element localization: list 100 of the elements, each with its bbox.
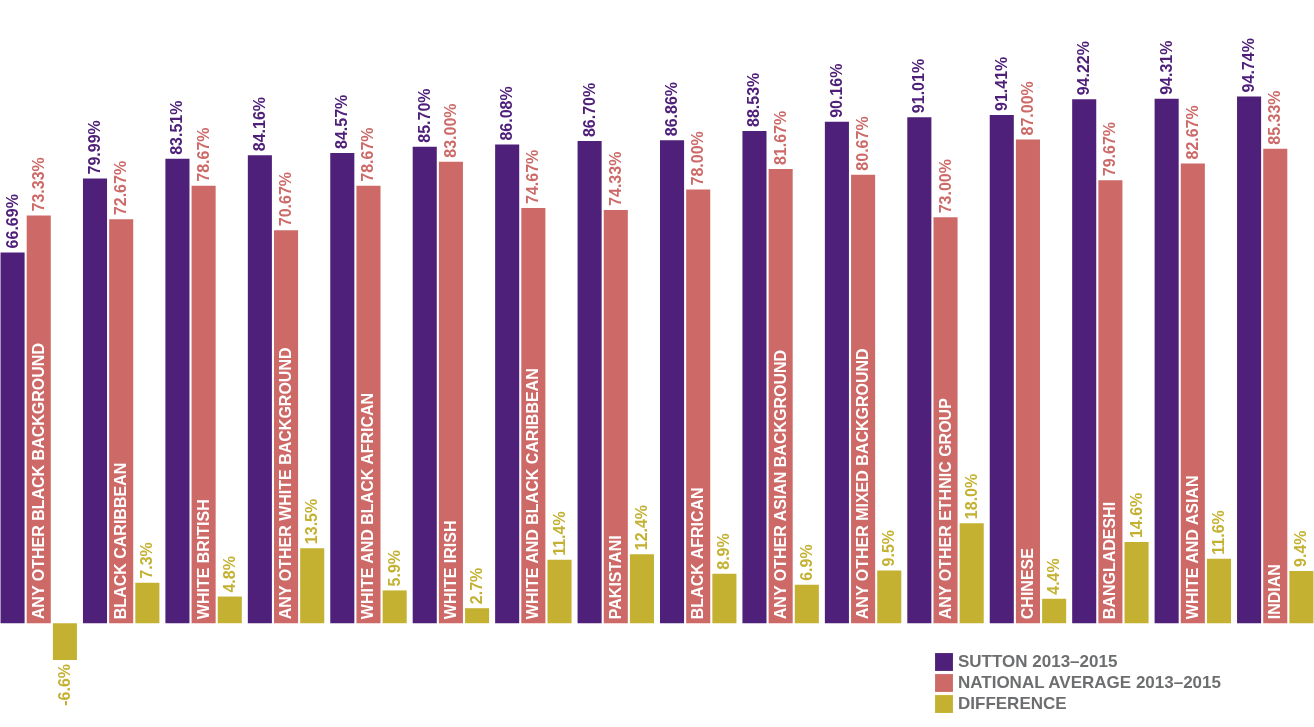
x-tick-label: WHITE AND BLACK CARIBBEAN: [524, 368, 542, 620]
bar: [1237, 96, 1262, 624]
bar: [1124, 542, 1149, 624]
bar: [165, 158, 190, 624]
x-tick-label: PAKISTANI: [606, 535, 624, 620]
bar: [577, 141, 602, 624]
x-tick-label: BANGLADESHI: [1101, 501, 1119, 620]
data-label: 84.57%: [333, 94, 351, 149]
bar: [824, 121, 849, 624]
data-label: 11.6%: [1210, 510, 1227, 555]
bar: [959, 523, 984, 624]
x-tick-label: WHITE AND ASIAN: [1183, 475, 1201, 620]
data-label: 79.67%: [1101, 121, 1119, 177]
x-tick-label: ANY OTHER ETHNIC GROUP: [936, 397, 954, 620]
data-label: 2.7%: [468, 567, 486, 605]
data-label: 82.67%: [1183, 105, 1201, 160]
bar: [1098, 180, 1123, 624]
data-label: 13.5%: [303, 498, 321, 545]
bar: [1180, 163, 1205, 624]
data-label: 4.4%: [1045, 558, 1063, 595]
data-label: 86.70%: [580, 82, 598, 138]
x-tick-label: ANY OTHER WHITE BACKGROUND: [277, 347, 295, 620]
data-label: 91.01%: [910, 58, 928, 114]
data-label: 66.69%: [3, 194, 21, 249]
x-tick-label: BLACK AFRICAN: [689, 487, 707, 620]
data-label: 5.9%: [385, 549, 403, 587]
bar: [660, 140, 685, 624]
x-tick-label: INDIAN: [1266, 564, 1284, 620]
data-label: 78.00%: [689, 131, 707, 186]
bar: [989, 114, 1014, 624]
bar: [382, 590, 407, 624]
bar: [907, 117, 932, 624]
data-label: 94.22%: [1075, 41, 1093, 96]
data-label: 78.67%: [194, 127, 212, 182]
data-label: -6.6%: [55, 663, 73, 706]
legend-label: NATIONAL AVERAGE 2013–2015: [958, 673, 1221, 692]
bar: [794, 584, 819, 624]
bar: [877, 570, 902, 624]
bar: [52, 623, 77, 660]
bar: [1263, 148, 1288, 624]
x-tick-label: ANY OTHER BLACK BACKGROUND: [29, 343, 47, 620]
data-label: 80.67%: [854, 116, 872, 171]
x-tick-label: ANY OTHER ASIAN BACKGROUND: [771, 349, 789, 620]
data-label: 88.53%: [745, 72, 763, 127]
data-label: 86.08%: [498, 86, 516, 141]
bar: [0, 252, 25, 624]
data-label: 7.3%: [138, 542, 156, 579]
x-tick-label: ANY OTHER MIXED BACKGROUND: [854, 348, 872, 620]
bar: [217, 596, 242, 624]
bar: [135, 582, 160, 624]
data-label: 79.99%: [86, 120, 103, 175]
bar: [1042, 598, 1067, 624]
data-label: 9.4%: [1292, 530, 1310, 567]
x-tick-label: CHINESE: [1018, 547, 1036, 620]
data-label: 70.67%: [277, 171, 295, 227]
bar: [603, 209, 628, 624]
data-label: 84.16%: [250, 96, 268, 152]
bar: [495, 144, 520, 624]
bar: [1289, 570, 1314, 624]
bar: [1072, 99, 1097, 624]
data-label: 8.9%: [715, 533, 733, 570]
data-label: 12.4%: [632, 504, 650, 551]
bar: [629, 554, 654, 624]
bar: [1206, 558, 1232, 624]
data-label: 74.67%: [524, 149, 542, 205]
data-label: 72.67%: [112, 160, 130, 216]
data-label: 94.31%: [1157, 40, 1175, 95]
data-label: 81.67%: [771, 110, 789, 166]
x-tick-label: WHITE BRITISH: [194, 499, 212, 620]
data-label: 73.33%: [29, 157, 47, 212]
data-label: 78.67%: [359, 127, 377, 182]
data-label: 87.00%: [1018, 81, 1036, 136]
data-label: 73.00%: [936, 159, 954, 214]
legend-label: DIFFERENCE: [958, 694, 1067, 713]
x-tick-label: WHITE IRISH: [441, 520, 459, 620]
data-label: 83.51%: [168, 100, 186, 155]
data-label: 85.33%: [1266, 90, 1284, 145]
data-label: 74.33%: [606, 151, 624, 206]
data-label: 14.6%: [1127, 492, 1145, 539]
bar: [300, 548, 325, 624]
data-label: 86.86%: [663, 81, 681, 137]
legend-label: SUTTON 2013–2015: [958, 652, 1118, 671]
x-tick-label: WHITE AND BLACK AFRICAN: [359, 392, 377, 620]
data-label: 11.4%: [550, 511, 568, 556]
bar: [438, 161, 463, 624]
bar: [330, 152, 355, 624]
data-label: 83.00%: [441, 103, 459, 158]
data-label: 94.74%: [1240, 38, 1258, 93]
data-label: 85.70%: [415, 88, 433, 143]
data-label: 91.41%: [992, 56, 1010, 111]
data-label: 18.0%: [962, 473, 980, 520]
data-label: 4.8%: [220, 556, 238, 593]
bar: [712, 573, 737, 624]
x-tick-label: BLACK CARIBBEAN: [112, 462, 130, 620]
bar: [1154, 98, 1179, 624]
data-label: 9.5%: [880, 529, 898, 567]
bar: [1015, 139, 1040, 624]
bar: [686, 189, 711, 624]
data-label: 6.9%: [797, 544, 815, 581]
bar: [412, 146, 437, 624]
